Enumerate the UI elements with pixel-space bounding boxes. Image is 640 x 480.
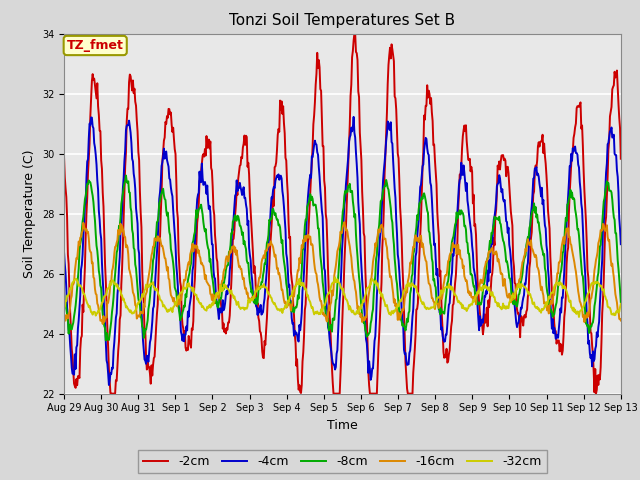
-16cm — [185, 259, 193, 265]
-2cm — [617, 156, 625, 162]
Line: -2cm: -2cm — [64, 34, 621, 394]
-8cm — [428, 256, 436, 262]
Title: Tonzi Soil Temperatures Set B: Tonzi Soil Temperatures Set B — [229, 13, 456, 28]
Text: TZ_fmet: TZ_fmet — [67, 39, 124, 52]
-32cm — [214, 290, 221, 296]
-2cm — [70, 381, 78, 386]
-16cm — [214, 294, 222, 300]
-2cm — [214, 274, 222, 280]
-16cm — [128, 283, 136, 289]
-16cm — [340, 219, 348, 225]
-32cm — [70, 277, 78, 283]
-4cm — [412, 253, 419, 259]
-2cm — [412, 332, 419, 337]
-8cm — [60, 289, 68, 295]
-32cm — [60, 304, 68, 310]
-16cm — [70, 279, 78, 285]
Legend: -2cm, -4cm, -8cm, -16cm, -32cm: -2cm, -4cm, -8cm, -16cm, -32cm — [138, 450, 547, 473]
-16cm — [99, 321, 107, 327]
-32cm — [127, 310, 135, 315]
-8cm — [122, 173, 130, 179]
-32cm — [428, 304, 435, 310]
-4cm — [428, 196, 436, 202]
-2cm — [428, 109, 436, 115]
-8cm — [102, 337, 109, 343]
-32cm — [411, 285, 419, 290]
-16cm — [60, 316, 68, 322]
Y-axis label: Soil Temperature (C): Soil Temperature (C) — [23, 149, 36, 278]
-2cm — [60, 153, 68, 159]
-16cm — [412, 232, 419, 238]
-4cm — [105, 382, 113, 388]
-2cm — [108, 391, 115, 396]
-16cm — [428, 295, 436, 301]
-4cm — [128, 156, 136, 162]
-4cm — [617, 241, 625, 247]
-4cm — [70, 372, 78, 378]
X-axis label: Time: Time — [327, 419, 358, 432]
-4cm — [185, 314, 193, 320]
-2cm — [351, 31, 359, 36]
-2cm — [128, 88, 136, 94]
-4cm — [350, 114, 358, 120]
-16cm — [617, 318, 625, 324]
-32cm — [575, 314, 583, 320]
Line: -32cm: -32cm — [64, 277, 621, 317]
-32cm — [184, 284, 192, 289]
-32cm — [332, 275, 339, 280]
Line: -8cm: -8cm — [64, 176, 621, 340]
-4cm — [214, 308, 222, 314]
Line: -16cm: -16cm — [64, 222, 621, 324]
-8cm — [70, 313, 78, 319]
-32cm — [617, 301, 625, 307]
-8cm — [617, 299, 625, 305]
-8cm — [186, 271, 193, 276]
-8cm — [412, 230, 419, 236]
-4cm — [60, 249, 68, 254]
-8cm — [129, 231, 137, 237]
Line: -4cm: -4cm — [64, 117, 621, 385]
-8cm — [215, 300, 223, 306]
-2cm — [185, 333, 193, 339]
